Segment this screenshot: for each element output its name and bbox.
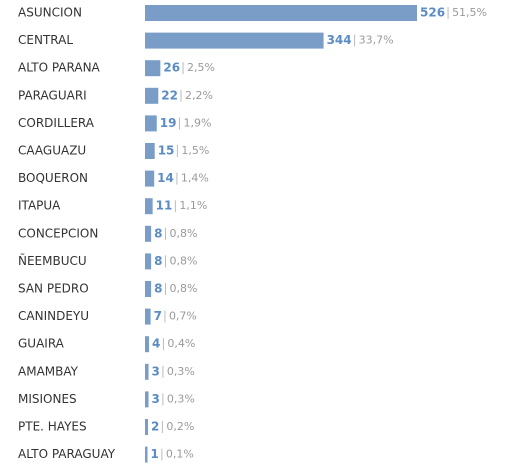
value-label: 3: [152, 392, 160, 406]
percent-label: 51,5%: [452, 6, 487, 19]
percent-label: 1,1%: [179, 199, 207, 212]
percent-label: 2,5%: [187, 61, 215, 74]
bar: [145, 419, 149, 435]
category-label: PARAGUARI: [18, 88, 87, 102]
category-label: CONCEPCION: [18, 226, 98, 240]
bar: [145, 32, 324, 49]
bar: [145, 391, 149, 408]
value-label: 26: [163, 61, 180, 75]
category-label: CENTRAL: [18, 33, 73, 47]
percent-label: 0,8%: [169, 282, 197, 295]
value-label: 8: [154, 226, 162, 240]
bar: [145, 115, 157, 132]
category-label: ALTO PARANA: [18, 61, 101, 75]
percent-label: 0,4%: [167, 337, 195, 350]
value-label: 4: [152, 337, 160, 351]
bar: [145, 87, 159, 104]
percent-label: 33,7%: [359, 34, 394, 47]
bar: [145, 253, 152, 270]
percent-label: 0,3%: [167, 365, 195, 378]
bar: [145, 363, 149, 380]
bar: [145, 5, 417, 21]
percent-label: 1,9%: [183, 116, 211, 129]
bar: [145, 281, 152, 297]
percent-label: 0,8%: [169, 254, 197, 267]
value-label: 15: [158, 144, 175, 158]
value-label: 3: [152, 364, 160, 378]
category-label: MISIONES: [18, 392, 77, 406]
bar: [145, 198, 153, 215]
value-label: 14: [157, 171, 174, 185]
percent-label: 0,1%: [166, 448, 194, 461]
value-label: 2: [151, 420, 159, 434]
value-label: 344: [327, 33, 352, 47]
value-label: 22: [161, 88, 178, 102]
value-label: 11: [156, 199, 173, 213]
bar: [145, 170, 155, 187]
category-label: CORDILLERA: [18, 116, 95, 130]
category-label: PTE. HAYES: [18, 420, 87, 434]
category-label: AMAMBAY: [18, 364, 79, 378]
bar: [145, 225, 152, 242]
value-label: 19: [160, 116, 177, 130]
percent-label: 0,3%: [167, 392, 195, 405]
category-label: CAAGUAZU: [18, 144, 86, 158]
percent-label: 0,2%: [166, 420, 194, 433]
percent-label: 0,8%: [169, 227, 197, 240]
percent-label: 2,2%: [185, 89, 213, 102]
percent-label: 1,4%: [181, 172, 209, 185]
category-label: BOQUERON: [18, 171, 88, 185]
bar: [145, 308, 151, 325]
category-label: ASUNCION: [18, 6, 82, 20]
value-label: 526: [420, 6, 445, 20]
bar: [145, 60, 161, 77]
category-label: ITAPUA: [18, 199, 61, 213]
category-label: SAN PEDRO: [18, 282, 89, 296]
bar: [145, 143, 155, 159]
category-label: CANINDEYU: [18, 309, 89, 323]
bar: [145, 446, 148, 463]
percent-label: 1,5%: [181, 144, 209, 157]
value-label: 1: [151, 447, 159, 461]
category-label: GUAIRA: [18, 337, 65, 351]
percent-label: 0,7%: [169, 310, 197, 323]
value-label: 8: [154, 254, 162, 268]
value-label: 7: [154, 309, 162, 323]
bar: [145, 336, 150, 353]
value-label: 8: [154, 282, 162, 296]
category-label: ALTO PARAGUAY: [18, 447, 116, 461]
category-label: ÑEEMBUCU: [18, 253, 87, 268]
